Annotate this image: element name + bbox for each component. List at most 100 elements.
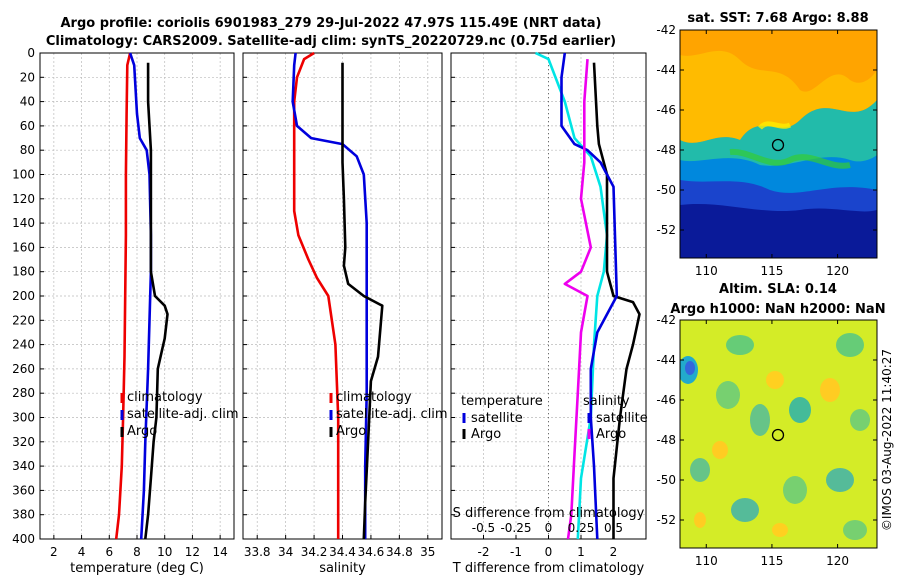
x-tick-label: -1 xyxy=(510,545,522,559)
y-tick-label: 400 xyxy=(12,532,35,546)
difference-panel: -2 -1 0 1 2 T difference from climatology temp… xyxy=(450,51,648,576)
legend-title: salinity xyxy=(583,394,630,409)
temperature-series-argo xyxy=(144,62,169,540)
map-y-tick-label: -48 xyxy=(656,433,676,447)
argo-location-marker xyxy=(771,138,785,152)
s-diff-tick-label: -0.5 xyxy=(472,521,495,535)
y-tick-label: 20 xyxy=(20,70,35,84)
s-diff-tick-label: 0.5 xyxy=(604,521,623,535)
map-x-tick-label: 110 xyxy=(695,264,718,278)
legend-label: climatology xyxy=(336,390,412,405)
x-tick-label: 34 xyxy=(278,545,293,559)
map-y-tick-label: -42 xyxy=(656,313,676,327)
y-tick-label: 140 xyxy=(12,216,35,230)
y-tick-label: 60 xyxy=(20,119,35,133)
map-y-tick-label: -44 xyxy=(656,353,676,367)
sla-map: Altim. SLA: 0.14 Argo h1000: NaN h2000: … xyxy=(670,282,886,549)
title-line-2: Climatology: CARS2009. Satellite-adj cli… xyxy=(46,34,616,49)
x-axis-label: salinity xyxy=(319,561,366,576)
s-diff-tick-label: 0.25 xyxy=(568,521,595,535)
legend-title: temperature xyxy=(461,394,543,409)
temperature-panel: 2 4 6 8 10 12 14020406080100120140160180200220… xyxy=(12,46,239,576)
salinity-series-climatology xyxy=(292,51,340,539)
x-axis-label: temperature (deg C) xyxy=(70,561,204,576)
x-tick-label: 4 xyxy=(78,545,86,559)
y-tick-label: 100 xyxy=(12,168,35,182)
y-tick-label: 360 xyxy=(12,483,35,497)
x-tick-label: 34.6 xyxy=(358,545,385,559)
sst-map: sat. SST: 7.68 Argo: 8.88 xyxy=(679,11,878,259)
y-tick-label: 380 xyxy=(12,508,35,522)
salinity-series-argo xyxy=(341,62,384,540)
map-y-tick-label: -52 xyxy=(656,513,676,527)
difference-series-temperature-argo xyxy=(592,62,641,539)
legend-label: satellite xyxy=(596,411,648,426)
x-tick-label: -2 xyxy=(478,545,490,559)
legend-label: climatology xyxy=(127,390,203,405)
map-y-tick-label: -44 xyxy=(656,63,676,77)
map-x-tick-label: 115 xyxy=(760,554,783,568)
salinity-series-satellite-adj-clim xyxy=(291,52,368,539)
legend-label: Argo xyxy=(127,424,157,439)
map-y-tick-label: -46 xyxy=(656,103,676,117)
sla-map-title-1: Altim. SLA: 0.14 xyxy=(719,282,837,297)
y-tick-label: 80 xyxy=(20,143,35,157)
s-diff-tick-label: -0.25 xyxy=(500,521,531,535)
y-tick-label: 160 xyxy=(12,240,35,254)
legend-label: satellite-adj. clim xyxy=(127,407,239,422)
y-tick-label: 40 xyxy=(20,95,35,109)
sla-map-title-2: Argo h1000: NaN h2000: NaN xyxy=(670,302,885,317)
x-tick-label: 6 xyxy=(105,545,113,559)
x-tick-label: 14 xyxy=(213,545,228,559)
x-tick-label: 2 xyxy=(610,545,618,559)
x-axis-label: T difference from climatology xyxy=(452,561,645,576)
y-tick-label: 260 xyxy=(12,362,35,376)
legend-label: satellite-adj. clim xyxy=(336,407,448,422)
legend-label: Argo xyxy=(596,427,626,442)
y-tick-label: 280 xyxy=(12,386,35,400)
map-x-tick-label: 115 xyxy=(760,264,783,278)
y-tick-label: 220 xyxy=(12,313,35,327)
legend-label: Argo xyxy=(336,424,366,439)
y-tick-label: 340 xyxy=(12,459,35,473)
x-tick-label: 2 xyxy=(50,545,58,559)
x-tick-label: 35 xyxy=(420,545,435,559)
map-y-tick-label: -48 xyxy=(656,143,676,157)
x-tick-label: 12 xyxy=(185,545,200,559)
sst-map-title: sat. SST: 7.68 Argo: 8.88 xyxy=(687,11,868,26)
difference-series-salinity-argo xyxy=(563,59,593,540)
difference-series-salinity-satellite xyxy=(560,52,619,540)
y-tick-label: 0 xyxy=(27,46,35,60)
y-tick-label: 320 xyxy=(12,435,35,449)
map-y-tick-label: -46 xyxy=(656,393,676,407)
map-x-tick-label: 120 xyxy=(826,264,849,278)
x-tick-label: 34.4 xyxy=(329,545,356,559)
credit-text: ©IMOS 03-Aug-2022 11:40:27 xyxy=(880,349,894,531)
legend-label: Argo xyxy=(471,427,501,442)
y-tick-label: 300 xyxy=(12,411,35,425)
profile-charts: 2 4 6 8 10 12 14020406080100120140160180200220… xyxy=(12,46,648,576)
x-tick-label: 34.2 xyxy=(301,545,328,559)
map-y-tick-label: -52 xyxy=(656,223,676,237)
s-diff-tick-label: 0 xyxy=(545,521,553,535)
argo-location-marker xyxy=(771,428,785,442)
map-y-tick-label: -50 xyxy=(656,473,676,487)
salinity-panel: 33.8 34 34.2 34.4 34.6 34.8 35 salinity climatol… xyxy=(242,51,448,576)
map-x-tick-label: 110 xyxy=(695,554,718,568)
y-tick-label: 180 xyxy=(12,265,35,279)
x-tick-label: 34.8 xyxy=(386,545,413,559)
map-x-tick-label: 120 xyxy=(826,554,849,568)
map-y-tick-label: -42 xyxy=(656,23,676,37)
x-tick-label: 0 xyxy=(545,545,553,559)
y-tick-label: 240 xyxy=(12,338,35,352)
y-tick-label: 120 xyxy=(12,192,35,206)
s-diff-axis-label: S difference from climatology xyxy=(453,506,645,521)
temperature-series-climatology xyxy=(114,52,132,540)
map-y-tick-label: -50 xyxy=(656,183,676,197)
title-line-1: Argo profile: coriolis 6901983_279 29-Ju… xyxy=(61,16,602,31)
map-axes: -42 -44 -46 -48 -50 -52 110 115 120 -42 -44 -46 -48 -… xyxy=(656,23,877,568)
y-tick-label: 200 xyxy=(12,289,35,303)
legend-label: satellite xyxy=(471,411,523,426)
x-tick-label: 10 xyxy=(157,545,172,559)
x-tick-label: 8 xyxy=(133,545,141,559)
